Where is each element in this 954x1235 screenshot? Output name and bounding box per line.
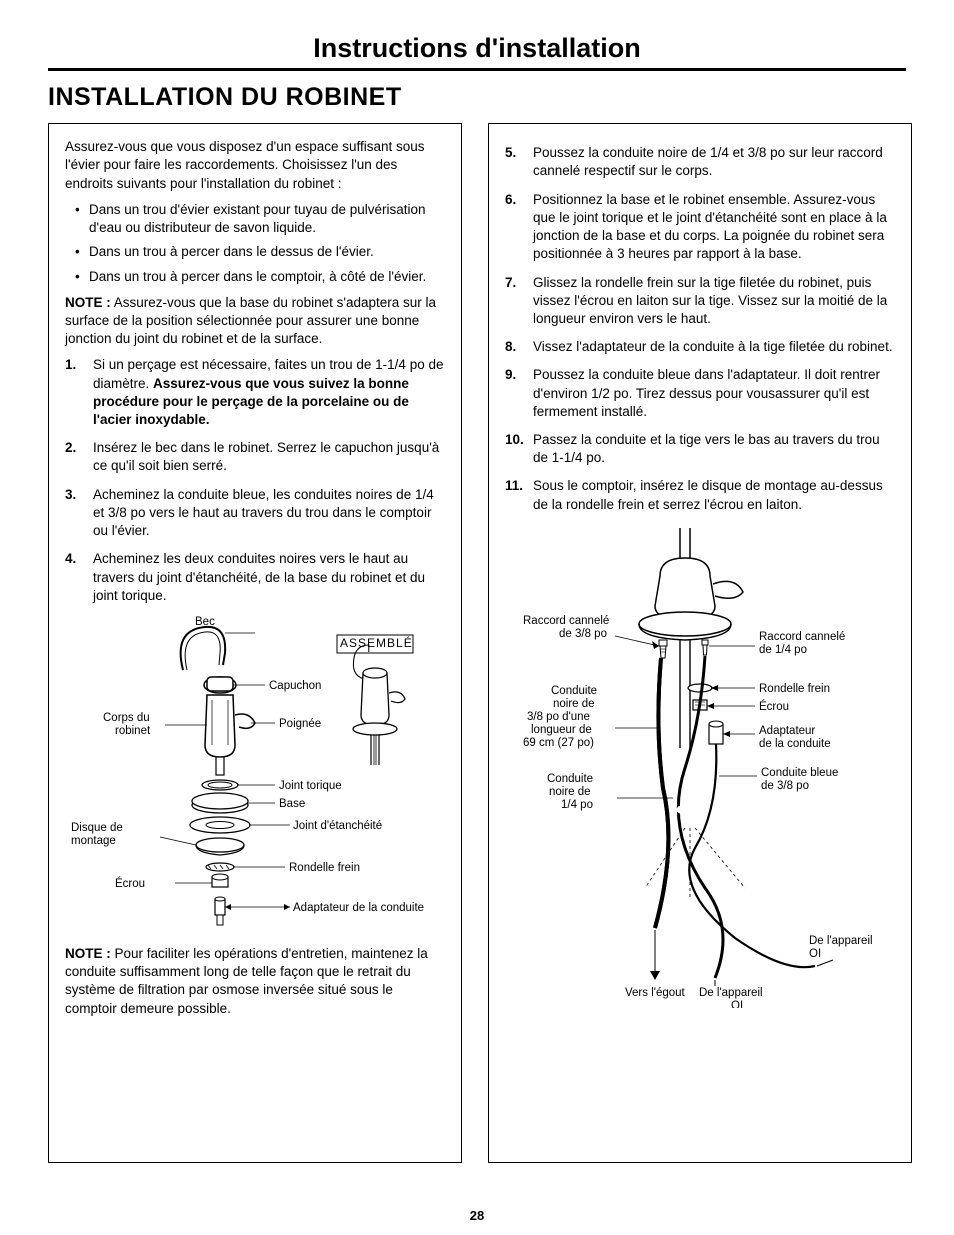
- label-base: Base: [279, 798, 305, 810]
- section-title: INSTALLATION DU ROBINET: [48, 81, 906, 115]
- label-rc38: Raccord canneléde 3/8 po: [523, 615, 609, 640]
- content-columns: Assurez-vous que vous disposez d'un espa…: [48, 123, 906, 1163]
- note2-paragraph: NOTE : Pour faciliter les opérations d'e…: [65, 945, 445, 1018]
- step-text: Poussez la conduite noire de 1/4 et 3/8 …: [533, 145, 883, 178]
- note-label: NOTE :: [65, 295, 111, 310]
- label-assemble: ASSEMBLÉ: [340, 635, 413, 650]
- step-number: 10.: [505, 431, 524, 449]
- step-item: 6. Positionnez la base et le robinet ense…: [505, 191, 895, 264]
- step-text: Glissez la rondelle frein sur la tige fi…: [533, 275, 887, 326]
- page-title: Instructions d'installation: [48, 30, 906, 71]
- steps-left: 1. Si un perçage est nécessaire, faites …: [65, 356, 445, 605]
- note2-label: NOTE :: [65, 946, 111, 961]
- label-egout: Vers l'égout: [625, 987, 686, 999]
- label-disque: Disque demontage: [71, 822, 123, 847]
- label-rc14: Raccord canneléde 1/4 po: [759, 631, 845, 656]
- step-item: 7. Glissez la rondelle frein sur la tige …: [505, 274, 895, 329]
- label-joint-etan: Joint d'étanchéité: [293, 820, 382, 832]
- note2-text: Pour faciliter les opérations d'entretie…: [65, 946, 428, 1016]
- label-rondelle: Rondelle frein: [759, 683, 830, 695]
- label-bec: Bec: [195, 616, 215, 628]
- note-paragraph: NOTE : Assurez-vous que la base du robin…: [65, 294, 445, 349]
- step-item: 4. Acheminez les deux conduites noires v…: [65, 550, 445, 605]
- right-column: 5. Poussez la conduite noire de 1/4 et 3/…: [488, 123, 912, 1163]
- bullet-item: Dans un trou à percer dans le comptoir, …: [75, 268, 445, 286]
- step-text: Poussez la conduite bleue dans l'adaptat…: [533, 367, 880, 418]
- bullet-item: Dans un trou à percer dans le dessus de …: [75, 243, 445, 261]
- intro-paragraph: Assurez-vous que vous disposez d'un espa…: [65, 138, 445, 193]
- step-number: 4.: [65, 550, 76, 568]
- page-number: 28: [0, 1207, 954, 1225]
- label-adaptateur: Adaptateur de la conduite: [293, 902, 424, 914]
- step-item: 8. Vissez l'adaptateur de la conduite à l…: [505, 338, 895, 356]
- label-cn38: Conduitenoire de3/8 po d'unelongueur de6…: [523, 685, 597, 749]
- step-item: 5. Poussez la conduite noire de 1/4 et 3/…: [505, 144, 895, 180]
- step-text: Passez la conduite et la tige vers le ba…: [533, 432, 880, 465]
- label-bleue: Conduite bleuede 3/8 po: [761, 767, 838, 792]
- exploded-faucet-diagram: Bec ASSEMBLÉ Capuchon Corps durobinet Po…: [65, 615, 445, 945]
- step-number: 6.: [505, 191, 516, 209]
- step-item: 9. Poussez la conduite bleue dans l'adapt…: [505, 366, 895, 421]
- step-number: 9.: [505, 366, 516, 384]
- step-item: 1. Si un perçage est nécessaire, faites …: [65, 356, 445, 429]
- step-text: Acheminez les deux conduites noires vers…: [93, 551, 425, 602]
- label-adaptateur: Adaptateurde la conduite: [759, 725, 831, 750]
- label-oi2: De l'appareilOI: [809, 935, 873, 960]
- location-bullets: Dans un trou d'évier existant pour tuyau…: [65, 201, 445, 286]
- step-number: 1.: [65, 356, 76, 374]
- label-corps: Corps durobinet: [103, 712, 151, 737]
- label-ecrou: Écrou: [115, 877, 145, 890]
- step-item: 3. Acheminez la conduite bleue, les cond…: [65, 486, 445, 541]
- label-oi1: De l'appareilOI: [699, 987, 763, 1008]
- step-number: 5.: [505, 144, 516, 162]
- step-item: 2. Insérez le bec dans le robinet. Serre…: [65, 439, 445, 475]
- label-poignee: Poignée: [279, 718, 321, 730]
- faucet-connections-diagram: Raccord canneléde 3/8 po Raccord cannelé…: [505, 528, 895, 1008]
- label-ecrou: Écrou: [759, 700, 789, 713]
- label-cn14: Conduitenoire de1/4 po: [547, 773, 593, 811]
- note-text: Assurez-vous que la base du robinet s'ad…: [65, 295, 436, 346]
- label-capuchon: Capuchon: [269, 680, 321, 692]
- step-item: 10. Passez la conduite et la tige vers le…: [505, 431, 895, 467]
- step-number: 2.: [65, 439, 76, 457]
- left-column: Assurez-vous que vous disposez d'un espa…: [48, 123, 462, 1163]
- step-number: 8.: [505, 338, 516, 356]
- step-text: Acheminez la conduite bleue, les conduit…: [93, 487, 434, 538]
- step-text: Sous le comptoir, insérez le disque de m…: [533, 478, 883, 511]
- label-rondelle: Rondelle frein: [289, 862, 360, 874]
- step-text: Insérez le bec dans le robinet. Serrez l…: [93, 440, 439, 473]
- steps-right: 5. Poussez la conduite noire de 1/4 et 3/…: [505, 144, 895, 514]
- step-text: Positionnez la base et le robinet ensemb…: [533, 192, 887, 262]
- step-item: 11. Sous le comptoir, insérez le disque d…: [505, 477, 895, 513]
- step-text: Vissez l'adaptateur de la conduite à la …: [533, 339, 893, 354]
- step-number: 11.: [505, 477, 523, 495]
- label-joint-torique: Joint torique: [279, 780, 342, 792]
- step-number: 7.: [505, 274, 516, 292]
- bullet-item: Dans un trou d'évier existant pour tuyau…: [75, 201, 445, 237]
- step-number: 3.: [65, 486, 76, 504]
